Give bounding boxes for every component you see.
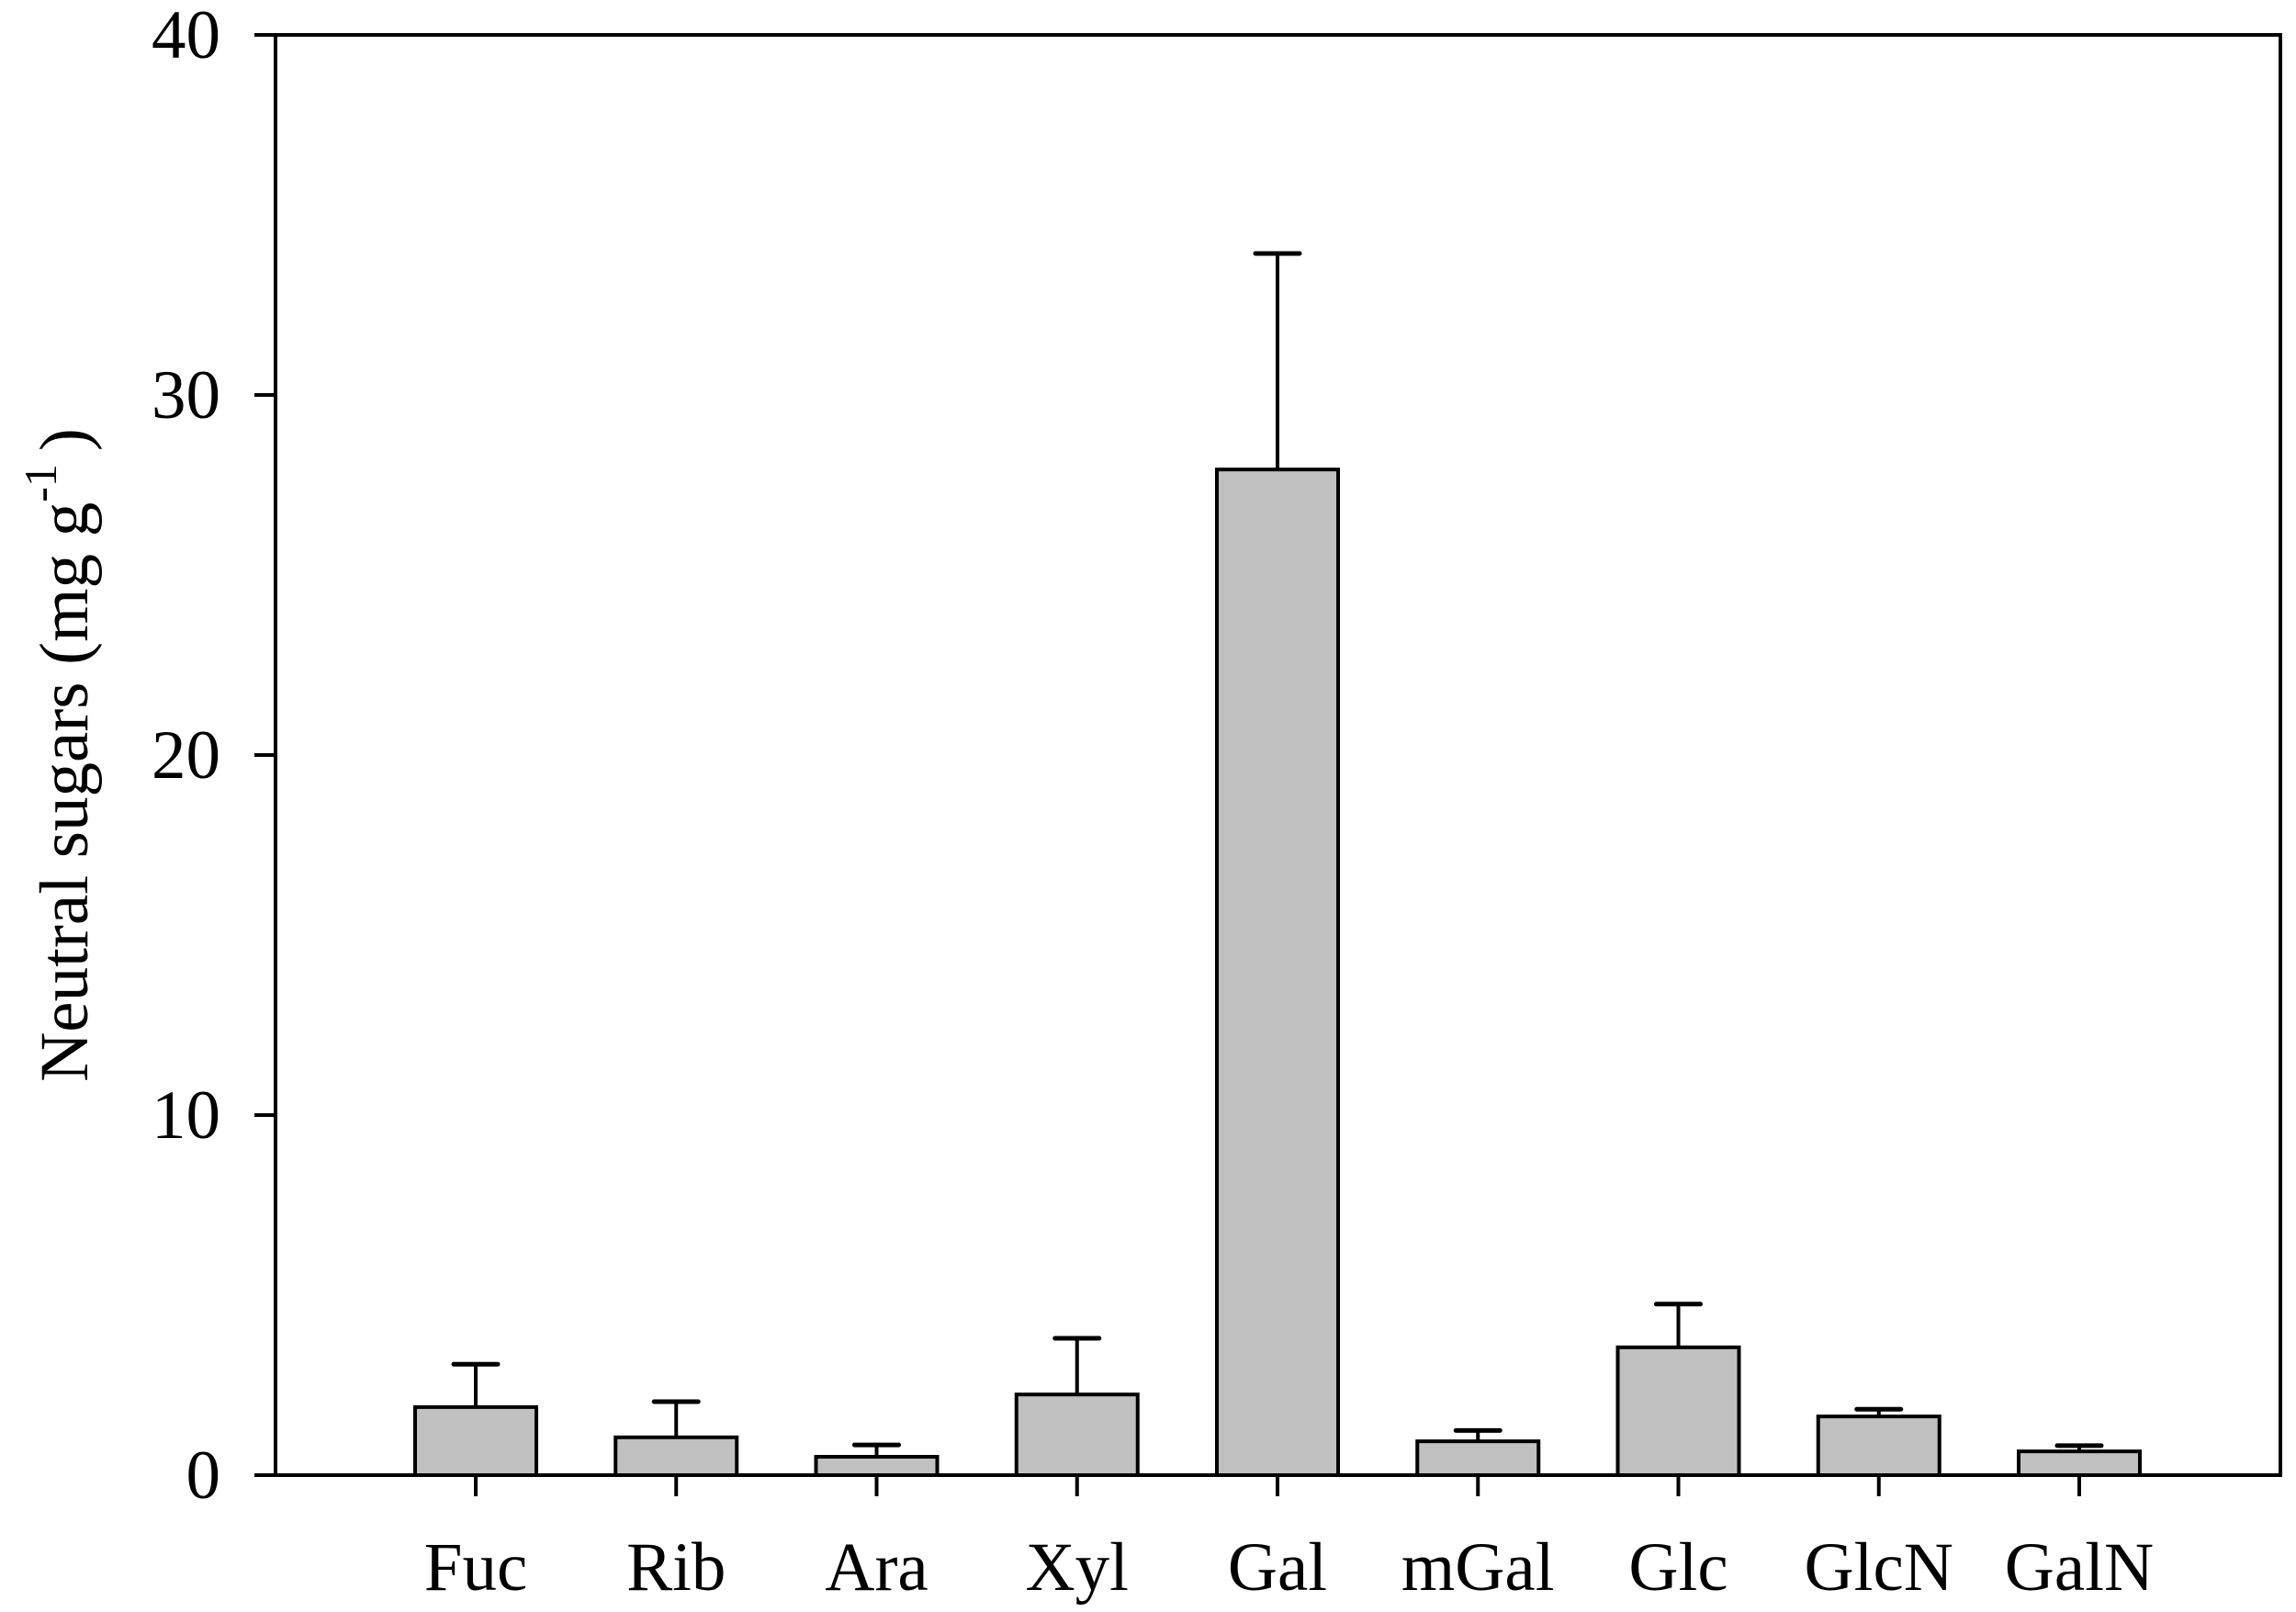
y-axis-title-main: Neutral sugars (mg g	[27, 502, 103, 1082]
x-tick-label: Xyl	[1026, 1529, 1130, 1606]
bar-rect	[2017, 1449, 2142, 1478]
bar-galn	[2017, 1443, 2142, 1478]
y-axis-ticks: 0 10 20 30 40	[152, 0, 276, 1514]
bar-rect	[1014, 1392, 1140, 1478]
y-axis-title-superscript: -1	[15, 464, 66, 502]
y-tick-label: 30	[152, 357, 220, 434]
bar-rect	[1615, 1345, 1741, 1477]
y-axis-title: Neutral sugars (mg g-1)	[15, 428, 103, 1082]
x-axis-ticks: Fuc Rib Ara Xyl Gal mGal Glc GlcN GalN	[424, 1475, 2154, 1606]
x-tick-label: Gal	[1228, 1529, 1327, 1606]
x-tick-label: GlcN	[1805, 1529, 1953, 1606]
bar-xyl	[1014, 1336, 1140, 1478]
y-tick-label: 10	[152, 1077, 220, 1154]
y-tick-label: 0	[186, 1437, 221, 1514]
bar-rect	[1215, 468, 1340, 1477]
bar-gal	[1215, 251, 1340, 1477]
bar-mgal	[1415, 1427, 1541, 1477]
bar-rect	[814, 1455, 940, 1478]
y-tick-label: 20	[152, 717, 220, 794]
bar-glcn	[1816, 1406, 1941, 1478]
x-tick-label: Fuc	[424, 1529, 528, 1606]
bar-rect	[413, 1404, 538, 1477]
x-tick-label: Ara	[825, 1529, 928, 1606]
x-tick-label: Glc	[1628, 1529, 1728, 1606]
bar-ara	[814, 1442, 940, 1478]
x-tick-label: GalN	[2005, 1529, 2154, 1606]
y-axis-title-close: )	[27, 428, 103, 451]
bar-glc	[1615, 1302, 1741, 1477]
bar-rib	[613, 1399, 739, 1477]
plot-frame	[274, 33, 2282, 1477]
svg-text:Neutral sugars (mg g-1): Neutral sugars (mg g-1)	[15, 428, 103, 1082]
bars-group	[413, 251, 2142, 1478]
x-tick-label: Rib	[626, 1529, 726, 1606]
bar-rect	[613, 1435, 739, 1477]
bar-rect	[1816, 1415, 1941, 1478]
y-tick-label: 40	[152, 0, 220, 73]
bar-rect	[1415, 1439, 1541, 1477]
x-tick-label: mGal	[1401, 1529, 1555, 1606]
bar-fuc	[413, 1361, 538, 1477]
